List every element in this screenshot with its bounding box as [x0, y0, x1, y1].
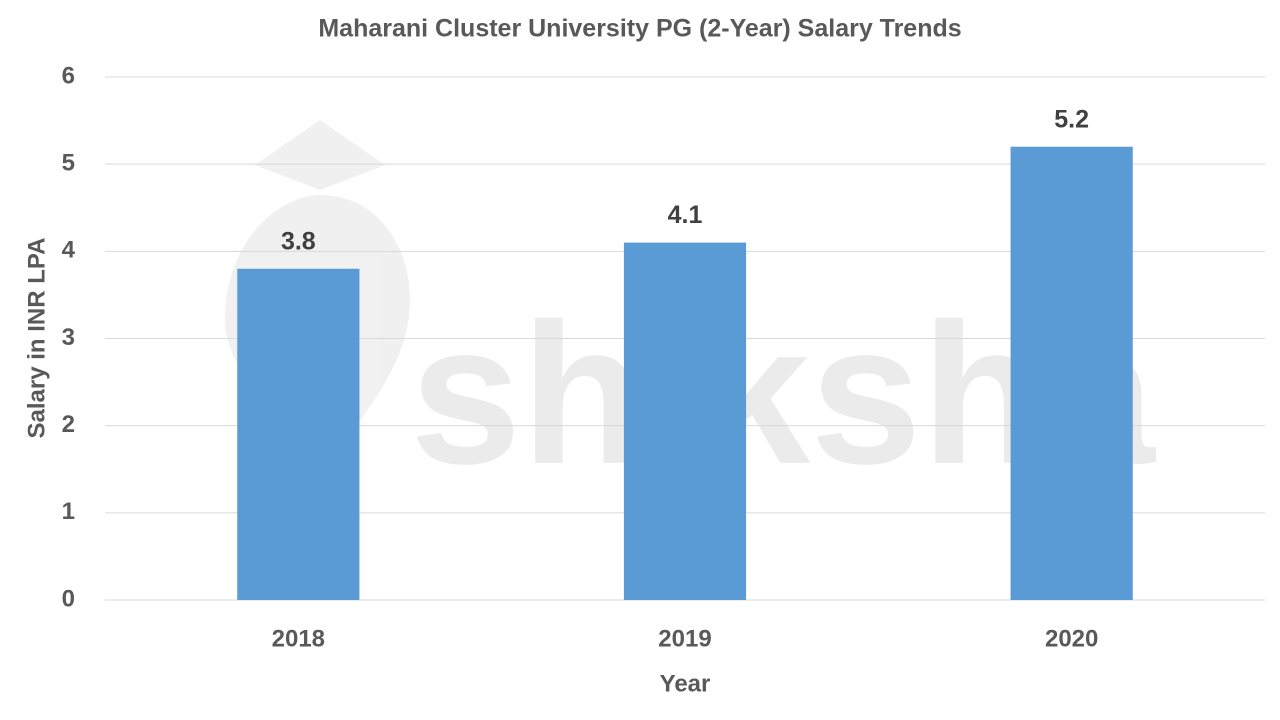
y-tick-label: 4: [62, 237, 76, 264]
y-tick-label: 6: [62, 62, 75, 89]
bar: [623, 242, 747, 600]
y-tick-label: 0: [62, 585, 75, 612]
x-tick-label: 2020: [1045, 625, 1098, 652]
data-label: 5.2: [1054, 105, 1089, 133]
watermark-cap: [255, 120, 385, 190]
chart-title: Maharani Cluster University PG (2-Year) …: [318, 15, 961, 43]
y-tick-label: 1: [62, 498, 75, 525]
y-tick-label: 5: [62, 150, 75, 177]
y-axis-title: Salary in INR LPA: [23, 238, 50, 439]
x-tick-label: 2019: [658, 625, 711, 652]
y-tick-label: 2: [62, 411, 75, 438]
bar: [1010, 146, 1133, 600]
data-label: 4.1: [668, 201, 703, 229]
x-axis-title: Year: [660, 670, 711, 697]
y-tick-label: 3: [62, 324, 75, 351]
data-label: 3.8: [281, 227, 316, 255]
bar: [237, 268, 360, 600]
x-tick-label: 2018: [272, 625, 325, 652]
